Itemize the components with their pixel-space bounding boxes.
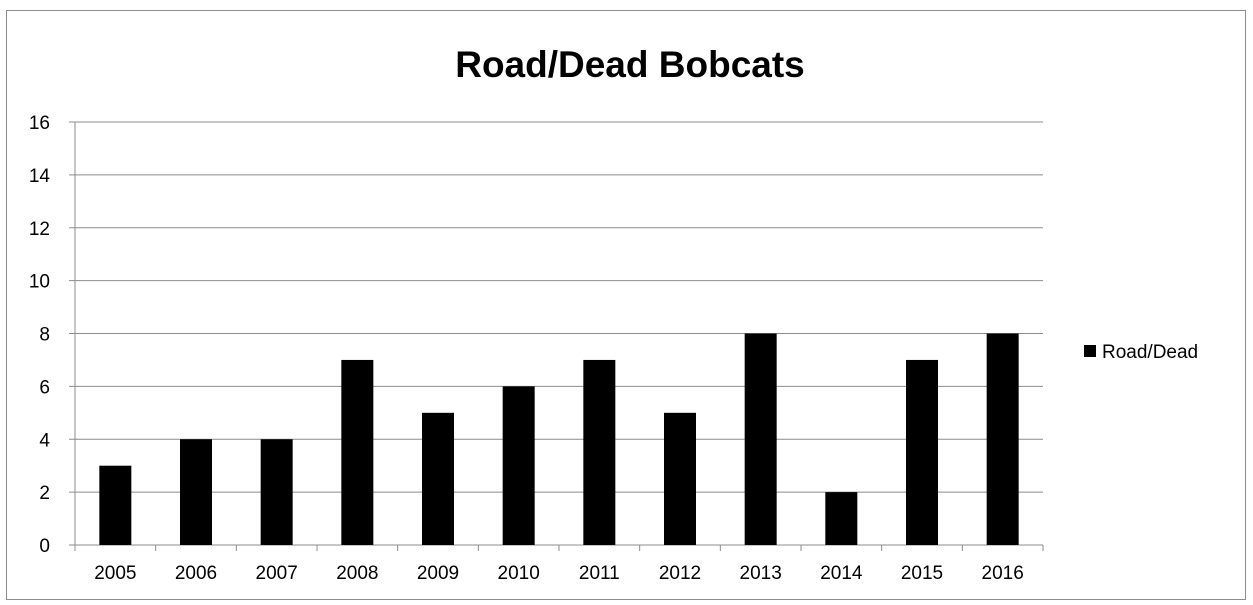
x-tick-label: 2005 — [94, 563, 136, 584]
bar-2011 — [583, 359, 616, 545]
bar-2007 — [260, 439, 293, 545]
chart-frame — [6, 10, 1246, 600]
bar-2009 — [422, 412, 454, 545]
bar-2006 — [180, 439, 212, 545]
y-tick-label: 0 — [39, 536, 50, 557]
bar-2008 — [341, 359, 374, 545]
axes — [69, 121, 1044, 551]
x-tick-label: 2014 — [820, 563, 863, 584]
legend: Road/Dead — [1084, 342, 1198, 363]
y-tick-labels: 0 2 4 6 8 10 12 14 16 — [29, 113, 51, 557]
y-tick-label: 14 — [29, 166, 51, 187]
x-tick-label: 2006 — [175, 563, 217, 584]
bar-2014 — [825, 492, 858, 545]
x-tick-label: 2008 — [336, 563, 378, 584]
x-tick-label: 2013 — [740, 563, 782, 584]
legend-swatch — [1084, 345, 1096, 357]
y-tick-label: 10 — [29, 272, 50, 293]
bar-2013 — [744, 333, 777, 545]
y-tick-label: 16 — [29, 113, 50, 134]
chart-title: Road/Dead Bobcats — [455, 44, 805, 85]
y-tick-label: 8 — [39, 325, 50, 346]
x-tick-label: 2007 — [256, 563, 298, 584]
x-tick-label: 2009 — [417, 563, 459, 584]
bar-2015 — [906, 359, 938, 545]
x-tick-label: 2012 — [659, 563, 701, 584]
y-tick-label: 4 — [39, 430, 50, 451]
legend-label: Road/Dead — [1102, 342, 1198, 363]
bars — [99, 333, 1019, 545]
x-tick-label: 2016 — [982, 563, 1024, 584]
y-tick-label: 12 — [29, 219, 50, 240]
x-tick-label: 2011 — [579, 563, 620, 584]
x-tick-labels: 2005 2006 2007 2008 2009 2010 2011 2012 2013 2014… — [94, 563, 1024, 584]
bar-2012 — [664, 412, 696, 545]
x-tick-label: 2015 — [901, 563, 943, 584]
y-tick-label: 6 — [39, 377, 50, 398]
gridlines — [75, 121, 1043, 493]
bar-2010 — [502, 386, 535, 545]
y-tick-label: 2 — [39, 483, 50, 504]
bar-2016 — [986, 333, 1019, 545]
bar-2005 — [99, 465, 132, 545]
x-tick-label: 2010 — [498, 563, 540, 584]
